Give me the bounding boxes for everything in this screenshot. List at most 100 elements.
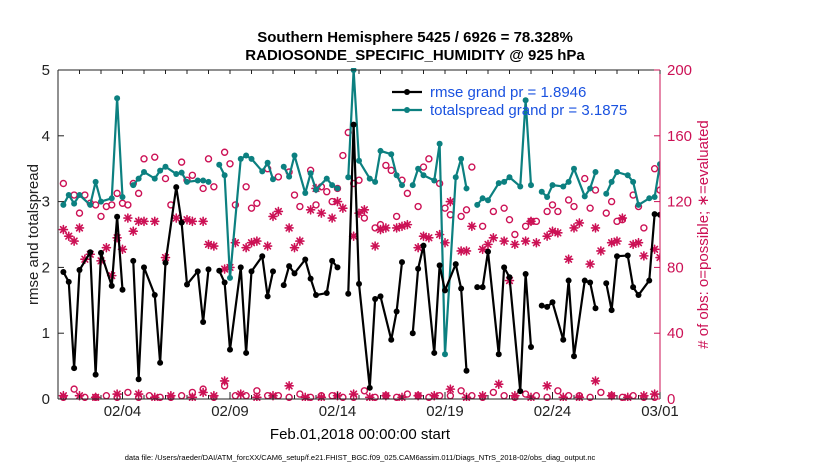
obs-evaluated-point bbox=[483, 239, 493, 250]
totalspread-point bbox=[630, 178, 637, 185]
rmse-point bbox=[474, 284, 481, 291]
rmse-point bbox=[194, 268, 201, 275]
rmse-point bbox=[517, 388, 524, 395]
obs-possible-point bbox=[199, 184, 207, 193]
totalspread-point bbox=[372, 178, 379, 185]
rmse-point bbox=[522, 270, 529, 277]
totalspread-point bbox=[528, 182, 534, 189]
rmse-point bbox=[366, 384, 373, 391]
totalspread-point bbox=[141, 168, 147, 175]
rmse-point bbox=[463, 367, 470, 374]
totalspread-line bbox=[62, 97, 124, 206]
obs-possible-point bbox=[312, 201, 320, 209]
obs-possible-point bbox=[296, 202, 304, 211]
obs-evaluated-baseline-point bbox=[542, 381, 552, 391]
obs-evaluated-point bbox=[612, 236, 622, 246]
legend-label-1: totalspread grand pr = 3.1875 bbox=[430, 102, 627, 119]
obs-evaluated-point bbox=[187, 216, 198, 227]
obs-evaluated-point bbox=[445, 196, 456, 207]
obs-evaluated-point bbox=[596, 246, 606, 256]
obs-possible-baseline-point bbox=[124, 388, 132, 397]
obs-possible-point bbox=[462, 206, 471, 214]
obs-possible-baseline-point bbox=[586, 393, 594, 401]
rmse-point bbox=[345, 290, 352, 297]
totalspread-point bbox=[216, 161, 223, 168]
left-y-tick-label: 4 bbox=[42, 128, 50, 145]
rmse-point bbox=[350, 121, 357, 128]
x-tick-label: 02/19 bbox=[426, 403, 464, 420]
totalspread-point bbox=[334, 185, 341, 192]
obs-evaluated-point bbox=[262, 241, 273, 251]
obs-possible-point bbox=[543, 207, 551, 216]
rmse-point bbox=[420, 242, 427, 249]
rmse-point bbox=[415, 265, 422, 272]
right-y-tick-label: 200 bbox=[667, 62, 692, 79]
rmse-point bbox=[356, 280, 362, 287]
obs-evaluated-point bbox=[273, 206, 284, 217]
rmse-point bbox=[587, 279, 594, 286]
totalspread-point bbox=[76, 192, 83, 199]
right-y-tick-label: 40 bbox=[667, 325, 684, 342]
rmse-point bbox=[549, 299, 556, 306]
totalspread-point bbox=[60, 201, 67, 208]
obs-evaluated-point bbox=[74, 223, 85, 233]
obs-evaluated-baseline-point bbox=[198, 387, 208, 398]
obs-possible-baseline-point bbox=[554, 387, 562, 395]
obs-evaluated-point bbox=[359, 205, 370, 215]
rmse-point bbox=[571, 353, 577, 360]
obs-possible-point bbox=[656, 186, 660, 194]
obs-evaluated-point bbox=[327, 213, 337, 223]
totalspread-point bbox=[415, 165, 422, 172]
totalspread-point bbox=[436, 140, 443, 147]
totalspread-point bbox=[307, 170, 314, 177]
rmse-point bbox=[608, 307, 615, 314]
obs-possible-point bbox=[108, 201, 116, 209]
rmse-point bbox=[184, 281, 190, 288]
rmse-point bbox=[205, 266, 212, 273]
totalspread-point bbox=[65, 192, 72, 199]
totalspread-point bbox=[399, 182, 405, 189]
obs-evaluated-point bbox=[101, 242, 112, 253]
x-tick-label: 02/14 bbox=[319, 403, 357, 420]
obs-possible-point bbox=[177, 158, 186, 166]
x-axis-label: Feb.01,2018 00:00:00 start bbox=[269, 426, 451, 443]
rmse-point bbox=[130, 257, 137, 264]
totalspread-point bbox=[442, 351, 448, 358]
rmse-line bbox=[132, 186, 210, 381]
obs-possible-point bbox=[75, 209, 84, 217]
obs-possible-point bbox=[521, 222, 530, 230]
rmse-point bbox=[291, 270, 298, 277]
obs-possible-point bbox=[581, 174, 589, 183]
rmse-point bbox=[108, 282, 115, 289]
rmse-point bbox=[399, 259, 405, 266]
obs-possible-point bbox=[97, 212, 105, 221]
rmse-point bbox=[479, 284, 486, 291]
totalspread-point bbox=[603, 190, 610, 197]
totalspread-point bbox=[184, 178, 190, 185]
obs-possible-point bbox=[403, 189, 412, 198]
rmse-point bbox=[162, 259, 169, 266]
totalspread-point bbox=[157, 167, 164, 174]
obs-evaluated-point bbox=[639, 251, 649, 261]
totalspread-point bbox=[227, 274, 233, 281]
totalspread-point bbox=[178, 169, 185, 176]
obs-evaluated-point bbox=[617, 213, 628, 223]
rmse-point bbox=[544, 303, 551, 310]
obs-evaluated-baseline-point bbox=[413, 390, 423, 401]
totalspread-point bbox=[479, 195, 486, 202]
obs-evaluated-point bbox=[531, 237, 542, 248]
obs-evaluated-point bbox=[574, 218, 585, 228]
obs-evaluated-baseline-point bbox=[510, 390, 520, 401]
rmse-point bbox=[452, 261, 459, 268]
rmse-point bbox=[280, 282, 287, 289]
obs-evaluated-point bbox=[171, 213, 182, 223]
obs-evaluated-point bbox=[305, 205, 316, 215]
obs-possible-baseline-point bbox=[360, 387, 369, 395]
rmse-point bbox=[243, 349, 250, 356]
rmse-point bbox=[657, 211, 660, 218]
obs-evaluated-point bbox=[252, 236, 262, 246]
rmse-point bbox=[157, 359, 164, 366]
rmse-point bbox=[485, 248, 491, 255]
obs-possible-point bbox=[360, 214, 369, 222]
rmse-point bbox=[270, 268, 276, 275]
